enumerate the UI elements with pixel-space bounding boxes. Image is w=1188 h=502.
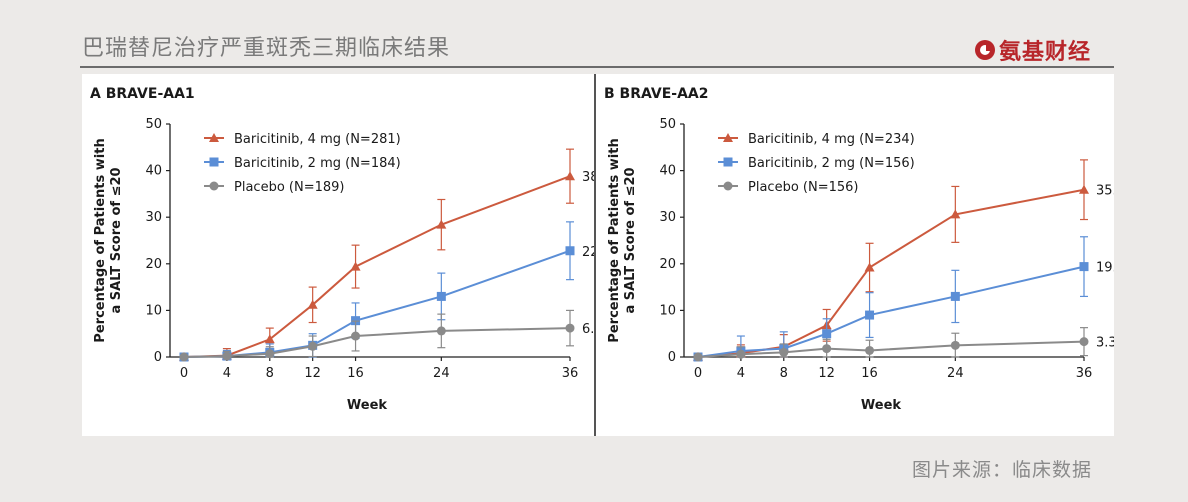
series-baricitinib_2mg <box>179 221 575 362</box>
data-point <box>565 171 575 181</box>
data-point <box>264 334 275 344</box>
data-point <box>265 349 275 359</box>
x-tick-label: 16 <box>861 366 878 381</box>
y-axis-title-line: a SALT Score of ≤20 <box>109 167 124 313</box>
y-tick-label: 20 <box>145 257 162 272</box>
data-point <box>565 323 575 333</box>
x-tick-label: 12 <box>818 366 835 381</box>
series-line <box>183 249 571 358</box>
y-tick-label: 50 <box>145 117 162 132</box>
data-label: 22.8 <box>582 245 594 260</box>
series-line <box>183 327 571 358</box>
header-rule <box>80 66 1114 68</box>
page-title: 巴瑞替尼治疗严重斑秃三期临床结果 <box>82 36 451 61</box>
data-point <box>865 310 875 320</box>
series-line <box>697 188 1085 358</box>
legend-entry: Baricitinib, 4 mg (N=234) <box>748 132 915 147</box>
x-tick-label: 24 <box>947 366 964 381</box>
y-tick-label: 10 <box>145 303 162 318</box>
y-tick-label: 30 <box>659 210 676 225</box>
legend-marker <box>723 133 733 142</box>
data-label: 19.4 <box>1096 261 1114 276</box>
x-tick-label: 16 <box>347 366 364 381</box>
data-point <box>179 352 189 362</box>
y-tick-label: 40 <box>145 164 162 179</box>
y-axis-title-line: Percentage of Patients with <box>93 138 108 342</box>
data-point <box>865 345 875 355</box>
data-point <box>950 291 960 301</box>
legend-entry: Baricitinib, 2 mg (N=184) <box>234 156 401 171</box>
data-point <box>308 341 318 351</box>
y-axis-title-line: Percentage of Patients with <box>607 138 622 342</box>
data-point <box>950 209 961 219</box>
data-point <box>864 262 875 272</box>
y-tick-label: 40 <box>659 164 676 179</box>
data-point <box>822 329 832 339</box>
legend-entry: Baricitinib, 4 mg (N=281) <box>234 132 401 147</box>
chart-panel-area <box>82 74 1114 436</box>
series-placebo <box>693 327 1089 362</box>
y-tick-label: 50 <box>659 117 676 132</box>
data-point <box>779 347 789 357</box>
x-tick-label: 4 <box>737 366 745 381</box>
data-point <box>693 352 703 362</box>
data-point <box>1079 262 1089 272</box>
data-label: 6.2 <box>582 322 594 337</box>
data-label: 35.9 <box>1096 184 1114 199</box>
data-point <box>822 344 832 354</box>
brand-name: 氨基财经 <box>999 39 1092 65</box>
data-point <box>1079 184 1089 194</box>
x-tick-label: 36 <box>1076 366 1093 381</box>
y-axis-title-line: a SALT Score of ≤20 <box>623 167 638 313</box>
x-axis-title: Week <box>861 398 902 413</box>
legend-marker <box>723 157 733 167</box>
legend-entry: Baricitinib, 2 mg (N=156) <box>748 156 915 171</box>
image-source: 图片来源：临床数据 <box>912 459 1093 481</box>
x-axis-title: Week <box>347 398 388 413</box>
y-tick-label: 30 <box>145 210 162 225</box>
legend-marker <box>209 181 219 191</box>
data-point <box>950 340 960 350</box>
legend-entry: Placebo (N=189) <box>234 180 344 195</box>
panel-title: A BRAVE-AA1 <box>90 86 195 102</box>
legend-marker <box>209 157 219 167</box>
panel-divider <box>594 74 596 436</box>
data-point <box>565 246 575 256</box>
x-tick-label: 8 <box>780 366 788 381</box>
series-placebo <box>179 309 575 362</box>
brand-logo-icon <box>975 40 995 60</box>
data-label: 3.3 <box>1096 336 1114 351</box>
data-point <box>436 291 446 301</box>
y-axis-title: Percentage of Patients with a SALT Score … <box>607 138 638 342</box>
y-tick-label: 0 <box>154 350 162 365</box>
y-tick-label: 0 <box>668 350 676 365</box>
x-tick-label: 24 <box>433 366 450 381</box>
brand-logo-group: 氨基财经 <box>975 34 1091 66</box>
x-tick-label: 0 <box>694 366 702 381</box>
data-point <box>351 331 361 341</box>
data-point <box>222 351 232 361</box>
x-tick-label: 36 <box>562 366 579 381</box>
legend-entry: Placebo (N=156) <box>748 180 858 195</box>
data-point <box>307 299 318 309</box>
y-tick-label: 20 <box>659 257 676 272</box>
x-tick-label: 0 <box>180 366 188 381</box>
data-point <box>436 326 446 336</box>
x-tick-label: 12 <box>304 366 321 381</box>
x-tick-label: 8 <box>266 366 274 381</box>
panel-title: B BRAVE-AA2 <box>604 86 709 102</box>
data-point <box>1079 337 1089 347</box>
chart-panel-b: B BRAVE-AA2 0 10 20 30 40 50 0 4 8 12 16 24 36 Week Per… <box>604 86 1114 413</box>
legend-marker <box>723 181 733 191</box>
data-point <box>436 219 447 229</box>
y-axis-title: Percentage of Patients with a SALT Score … <box>93 138 124 342</box>
data-point <box>350 261 361 271</box>
data-point <box>736 349 746 359</box>
legend-marker <box>209 133 219 142</box>
data-label: 38.8 <box>582 170 594 185</box>
y-tick-label: 10 <box>659 303 676 318</box>
x-tick-label: 4 <box>223 366 231 381</box>
chart-panel-a: A BRAVE-AA1 0 10 20 30 40 50 0 4 8 12 16 24 36 Week Per… <box>90 86 594 413</box>
